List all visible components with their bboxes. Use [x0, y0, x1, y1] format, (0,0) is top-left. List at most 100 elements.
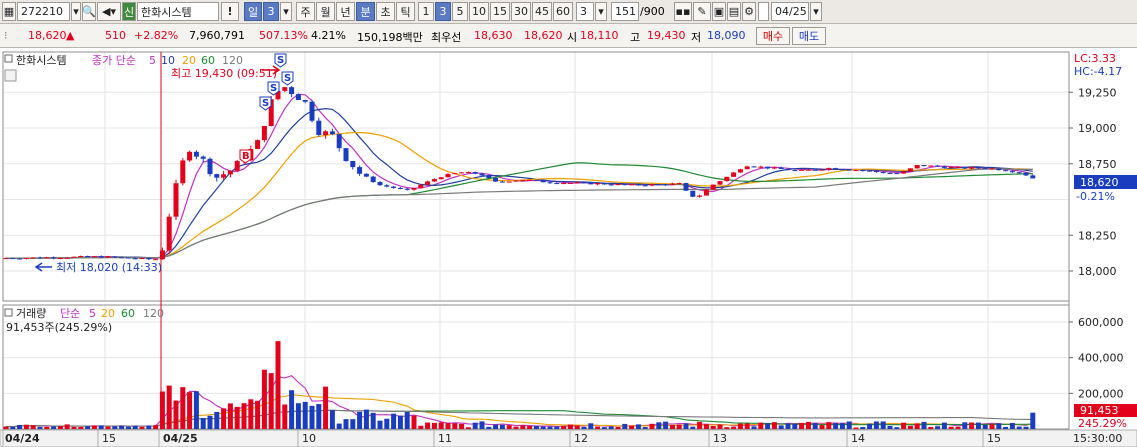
- candle: [1023, 171, 1029, 177]
- period-week-button[interactable]: 주: [296, 2, 315, 21]
- stock-name-field[interactable]: 한화시스템: [137, 2, 219, 21]
- save-icon[interactable]: ▣: [712, 2, 726, 21]
- candle: [635, 183, 641, 186]
- code-dropdown-icon[interactable]: ▾: [71, 2, 81, 21]
- candle: [588, 182, 594, 185]
- candle: [343, 147, 349, 162]
- interval-60-button[interactable]: 60: [553, 2, 573, 21]
- x-tick-label: 15: [102, 432, 116, 445]
- volume-bar: [554, 426, 560, 429]
- gear-icon[interactable]: ⚙: [742, 2, 756, 21]
- volume-bar: [105, 426, 111, 429]
- sell-signal-marker[interactable]: S: [274, 53, 287, 68]
- candle: [261, 125, 267, 143]
- volume-bar: [98, 425, 104, 429]
- candle: [397, 187, 403, 190]
- x-tick-label: 14: [851, 432, 865, 445]
- volume-bar: [629, 425, 635, 429]
- period-minute-button[interactable]: 분: [356, 2, 375, 21]
- interval-10-button[interactable]: 10: [469, 2, 489, 21]
- count-dropdown-icon[interactable]: ▾: [595, 2, 607, 21]
- volume-bar: [656, 422, 662, 429]
- date-input[interactable]: 04/25: [771, 2, 809, 21]
- volume-bar: [384, 418, 390, 429]
- interval-3-button[interactable]: 3: [435, 2, 451, 21]
- candle: [792, 169, 798, 172]
- svg-text:B: B: [242, 151, 250, 162]
- volume-bar: [465, 427, 471, 429]
- period-dropdown-icon[interactable]: ▾: [280, 2, 292, 21]
- volume-bar: [132, 425, 138, 429]
- period-daily-button[interactable]: 일: [244, 2, 262, 21]
- candle: [642, 184, 648, 187]
- candle: [493, 177, 499, 182]
- candle: [778, 166, 784, 169]
- volume-bar: [397, 415, 403, 429]
- interval-30-button[interactable]: 30: [511, 2, 531, 21]
- volume-bar: [499, 424, 505, 429]
- period-num-field[interactable]: 3: [263, 2, 279, 21]
- draw-tool-icon[interactable]: ✎: [693, 2, 711, 21]
- volume-bar: [37, 426, 43, 429]
- code-type-icon[interactable]: ▦: [2, 2, 16, 21]
- date-dropdown-icon[interactable]: ▾: [810, 2, 822, 21]
- ma10-legend: 10: [161, 54, 175, 67]
- period-year-button[interactable]: 년: [336, 2, 355, 21]
- chart-settings-icon[interactable]: ▪▪: [674, 2, 692, 21]
- sell-signal-marker[interactable]: S: [281, 71, 294, 86]
- candle: [846, 169, 852, 171]
- count-input[interactable]: 3: [576, 2, 594, 21]
- print-icon[interactable]: ▤: [727, 2, 741, 21]
- volume-bar: [649, 423, 655, 429]
- volume-bar: [690, 426, 696, 429]
- stock-chart[interactable]: 한화시스템 종가 단순 5 10 20 60 120 최고 19,430 (09…: [0, 48, 1137, 447]
- volume-bar: [1023, 426, 1029, 429]
- alert-button[interactable]: !: [221, 2, 239, 21]
- volume-bar: [363, 409, 369, 429]
- panel-toggle-icon[interactable]: [4, 69, 17, 82]
- date-checkbox[interactable]: [758, 2, 769, 21]
- volume-bar: [989, 424, 995, 429]
- speaker-icon[interactable]: ◀▾: [97, 2, 121, 21]
- volume-bar: [506, 425, 512, 429]
- sell-button[interactable]: 매도: [792, 27, 826, 45]
- candle: [431, 178, 437, 183]
- volume-bar: [860, 426, 866, 429]
- candle: [146, 257, 152, 261]
- period-month-button[interactable]: 월: [316, 2, 335, 21]
- volume-bar: [17, 424, 23, 429]
- ma120-line: [5, 168, 1033, 260]
- volume-bar: [51, 426, 57, 429]
- buy-button[interactable]: 매수: [756, 27, 790, 45]
- sell-signal-marker[interactable]: S: [267, 81, 280, 96]
- candle: [105, 255, 111, 258]
- panel-menu-icon[interactable]: [4, 54, 13, 63]
- candle: [418, 184, 424, 189]
- candle: [85, 255, 91, 258]
- volume-axis: 600,000 400,000 200,000: [1069, 316, 1124, 400]
- display-count-input[interactable]: 151: [611, 2, 639, 21]
- candle: [574, 181, 580, 184]
- stock-code-input[interactable]: 272210: [17, 2, 70, 21]
- quote-settings-icon[interactable]: ⁝: [4, 29, 8, 42]
- interval-5-button[interactable]: 5: [452, 2, 468, 21]
- interval-45-button[interactable]: 45: [532, 2, 552, 21]
- candle: [57, 257, 63, 260]
- candle: [975, 166, 981, 170]
- search-icon[interactable]: 🔍: [82, 2, 96, 21]
- volume-panel-menu-icon[interactable]: [4, 308, 13, 317]
- volume-bar: [880, 421, 886, 429]
- interval-15-button[interactable]: 15: [490, 2, 510, 21]
- sell-signal-marker[interactable]: S: [259, 96, 272, 111]
- volume-bar: [561, 425, 567, 429]
- lc-label: LC:3.33: [1074, 52, 1116, 65]
- period-tick-button[interactable]: 틱: [396, 2, 415, 21]
- up-arrow-icon: ▲: [66, 29, 75, 42]
- period-second-button[interactable]: 초: [376, 2, 395, 21]
- price-tick-label: 18,000: [1078, 265, 1117, 278]
- interval-1-button[interactable]: 1: [418, 2, 434, 21]
- volume-bar: [873, 421, 879, 429]
- buy-signal-marker[interactable]: B: [239, 149, 252, 164]
- volume-bar: [1009, 422, 1015, 429]
- volume-bar: [635, 424, 641, 429]
